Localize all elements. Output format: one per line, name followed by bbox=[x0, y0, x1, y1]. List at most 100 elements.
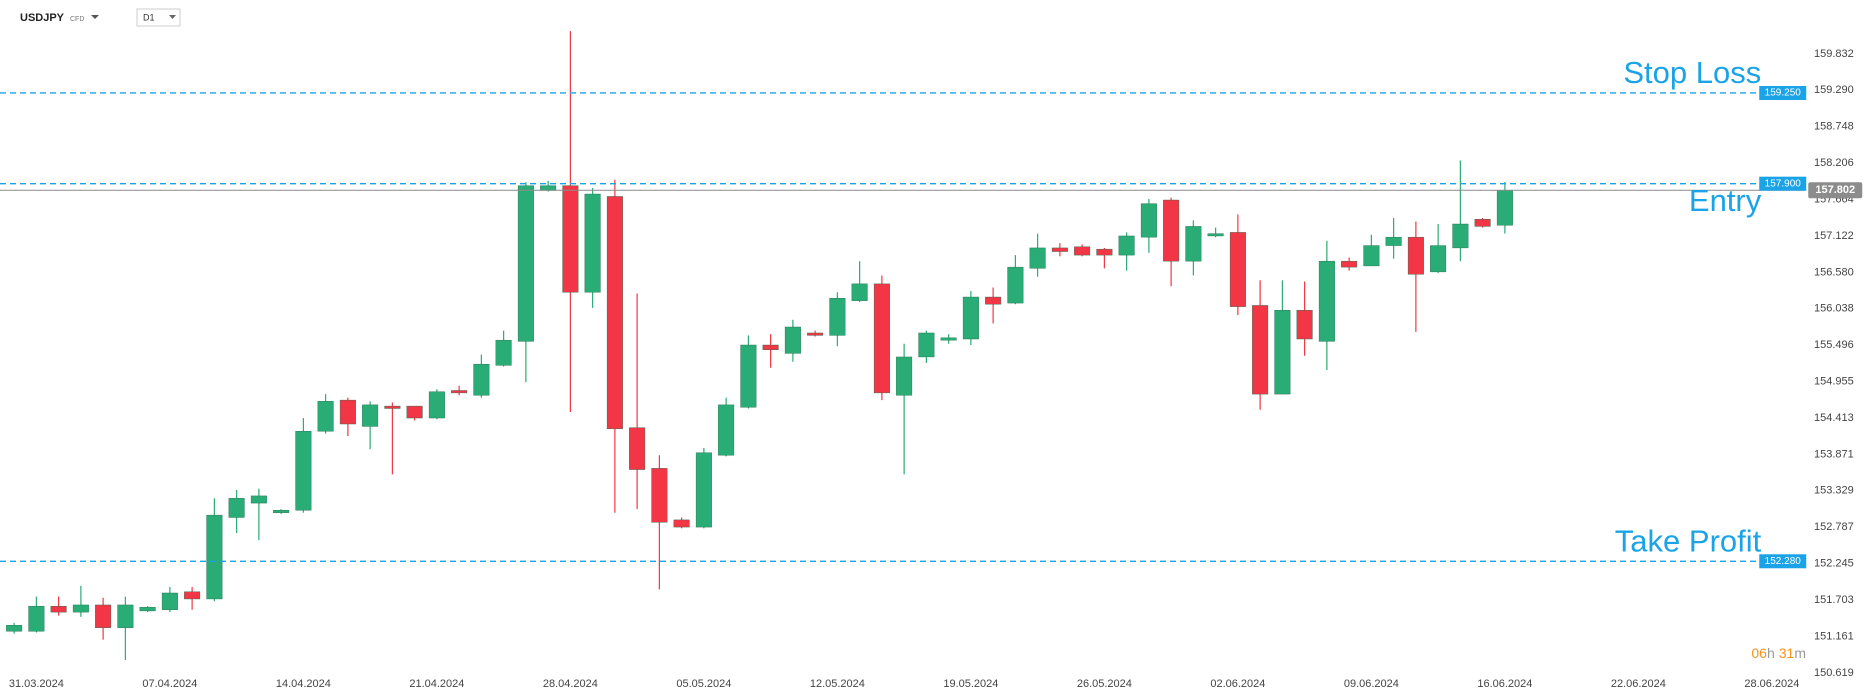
candle-body bbox=[896, 356, 913, 396]
x-tick-label: 28.06.2024 bbox=[1744, 678, 1799, 690]
candle-body bbox=[606, 196, 623, 430]
x-tick-label: 05.05.2024 bbox=[676, 678, 731, 690]
candle-body bbox=[673, 519, 690, 528]
candle-body bbox=[1051, 247, 1068, 252]
current-price-box bbox=[1808, 182, 1863, 199]
candle-body bbox=[985, 296, 1002, 305]
candle-body bbox=[873, 283, 890, 394]
x-tick-label: 16.06.2024 bbox=[1477, 678, 1532, 690]
candle-body bbox=[228, 498, 245, 518]
candle-body bbox=[940, 337, 957, 341]
timeframe-box[interactable] bbox=[136, 8, 181, 27]
candle-body bbox=[295, 431, 312, 511]
candle-body bbox=[1452, 223, 1469, 249]
y-tick-label: 151.161 bbox=[1814, 630, 1854, 642]
x-tick-label: 26.05.2024 bbox=[1077, 678, 1132, 690]
candle-body bbox=[250, 495, 267, 504]
candle-body bbox=[206, 514, 223, 600]
x-tick-label: 12.05.2024 bbox=[810, 678, 865, 690]
candle-body bbox=[184, 591, 201, 600]
candle-body bbox=[495, 339, 512, 366]
candle-body bbox=[718, 404, 735, 456]
x-tick-label: 31.03.2024 bbox=[9, 678, 64, 690]
candle-body bbox=[517, 185, 534, 342]
y-tick-label: 158.206 bbox=[1814, 157, 1854, 169]
level-price-label: 157.900 bbox=[1765, 178, 1802, 189]
y-tick-label: 159.832 bbox=[1814, 48, 1854, 60]
level-price-box bbox=[1759, 554, 1807, 569]
symbol[interactable]: USDJPY bbox=[20, 12, 65, 24]
symbol-dropdown[interactable] bbox=[91, 15, 99, 19]
y-tick-label: 155.496 bbox=[1814, 339, 1854, 351]
y-tick-label: 151.703 bbox=[1814, 594, 1854, 606]
candle-body bbox=[562, 185, 579, 293]
candle-body bbox=[1163, 199, 1180, 262]
candle-body bbox=[851, 283, 868, 301]
countdown-minutes: 31 bbox=[1779, 645, 1795, 661]
y-tick-label: 152.787 bbox=[1814, 521, 1854, 533]
instrument-type: CFD bbox=[70, 16, 84, 23]
candle-body bbox=[72, 604, 89, 613]
candle-body bbox=[139, 607, 156, 612]
timeframe-dropdown[interactable] bbox=[169, 15, 176, 19]
level-name: Take Profit bbox=[1615, 523, 1762, 558]
candle-body bbox=[273, 510, 290, 513]
candle-body bbox=[1274, 310, 1291, 395]
candle-body bbox=[1407, 236, 1424, 275]
level-price-box bbox=[1759, 85, 1807, 100]
candle-body bbox=[473, 363, 490, 396]
candle-body bbox=[829, 298, 846, 336]
countdown-hours: 06 bbox=[1751, 645, 1767, 661]
candle-body bbox=[1074, 246, 1091, 256]
candles bbox=[6, 31, 1513, 661]
candle-body bbox=[1318, 260, 1335, 342]
candle-body bbox=[1229, 232, 1246, 307]
candle-body bbox=[1096, 248, 1113, 256]
x-tick-label: 14.04.2024 bbox=[276, 678, 331, 690]
timeframe[interactable]: D1 bbox=[143, 12, 155, 22]
candle-body bbox=[1341, 260, 1358, 268]
y-tick-label: 156.580 bbox=[1814, 266, 1854, 278]
candle-body bbox=[28, 605, 45, 632]
x-tick-label: 21.04.2024 bbox=[409, 678, 464, 690]
candle-body bbox=[740, 344, 757, 408]
candle-body bbox=[384, 405, 401, 409]
candle-body bbox=[1185, 226, 1202, 262]
candle-body bbox=[629, 427, 646, 470]
x-tick-label: 07.04.2024 bbox=[142, 678, 197, 690]
y-tick-label: 156.038 bbox=[1814, 303, 1854, 315]
candle-body bbox=[540, 185, 557, 191]
candle-body bbox=[1029, 247, 1046, 269]
candle-body bbox=[428, 391, 445, 419]
x-tick-label: 28.04.2024 bbox=[543, 678, 598, 690]
x-tick-label: 02.06.2024 bbox=[1210, 678, 1265, 690]
y-tick-label: 158.748 bbox=[1814, 121, 1854, 133]
candle-body bbox=[962, 296, 979, 340]
y-tick-label: 153.871 bbox=[1814, 448, 1854, 460]
x-tick-label: 22.06.2024 bbox=[1611, 678, 1666, 690]
candle-body bbox=[95, 604, 112, 628]
current-price-label: 157.802 bbox=[1815, 184, 1855, 196]
x-tick-label: 19.05.2024 bbox=[943, 678, 998, 690]
y-tick-label: 157.122 bbox=[1814, 230, 1854, 242]
candle-body bbox=[1474, 219, 1491, 227]
countdown-m: m bbox=[1794, 645, 1806, 661]
y-tick-label: 152.245 bbox=[1814, 558, 1854, 570]
candle-body bbox=[1363, 245, 1380, 267]
candle-body bbox=[362, 404, 379, 427]
candle-body bbox=[784, 326, 801, 354]
level-name: Entry bbox=[1689, 183, 1762, 218]
candle-body bbox=[1140, 203, 1157, 238]
y-tick-label: 154.413 bbox=[1814, 412, 1854, 424]
candle-body bbox=[6, 625, 23, 632]
candle-body bbox=[651, 468, 668, 523]
level-name: Stop Loss bbox=[1623, 55, 1761, 90]
candle-body bbox=[317, 401, 334, 432]
candle-body bbox=[584, 193, 601, 293]
candle-body bbox=[50, 605, 67, 613]
candle-body bbox=[918, 332, 935, 358]
candle-body bbox=[161, 592, 178, 610]
level-price-box bbox=[1759, 176, 1807, 191]
countdown-h: h bbox=[1767, 645, 1775, 661]
